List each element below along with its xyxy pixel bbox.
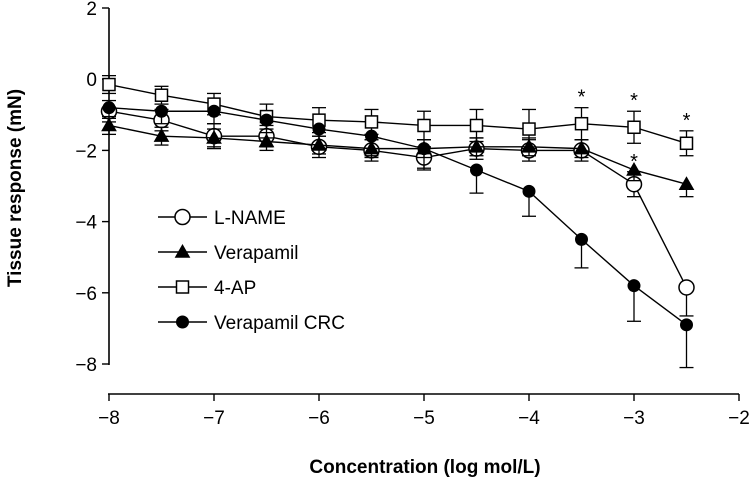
x-tick-label: −8 [98, 408, 120, 429]
plot-area: * * * * [100, 74, 695, 369]
x-axis-title: Concentration (log mol/L) [309, 457, 540, 477]
data-point [365, 129, 378, 143]
series-line [108, 124, 687, 185]
series-line [108, 83, 687, 144]
significance-star: * [578, 87, 586, 109]
series-verapamil-crc [102, 101, 694, 369]
data-point [206, 129, 222, 144]
data-point [417, 118, 431, 133]
legend-label: Verapamil CRC [214, 313, 345, 334]
data-point [468, 138, 485, 153]
data-point [573, 140, 590, 155]
significance-star: * [683, 110, 691, 132]
x-tick-label: −2 [728, 408, 750, 429]
data-point [153, 128, 170, 142]
series-l-name: * [100, 99, 695, 317]
y-tick-label: −6 [75, 284, 97, 305]
y-tick-label: 0 [86, 70, 97, 91]
series-line [108, 110, 688, 288]
data-point [678, 176, 695, 190]
legend-marker [176, 315, 189, 329]
x-tick-label: −5 [413, 408, 435, 429]
legend-marker [174, 243, 191, 258]
legend-entry: L-NAME [158, 208, 286, 229]
legend-label: 4-AP [214, 278, 256, 299]
y-axis-title: Tissue response (mN) [5, 89, 26, 287]
y-tick-label: 2 [86, 0, 97, 20]
data-point [101, 117, 117, 132]
legend-label: L-NAME [214, 208, 286, 229]
legend-marker [174, 208, 191, 226]
legend: L-NAME Verapamil 4-AP Verapamil CRC [158, 208, 345, 334]
data-point [417, 142, 431, 156]
data-point [312, 122, 326, 136]
series-line [108, 106, 687, 326]
data-point [678, 279, 695, 296]
legend-entry: Verapamil CRC [158, 313, 345, 334]
data-point [207, 104, 221, 118]
y-tick-label: −8 [75, 355, 97, 376]
legend-marker [175, 280, 190, 294]
data-point [575, 232, 588, 246]
data-point [679, 136, 694, 151]
data-point [155, 104, 168, 118]
data-point [154, 88, 169, 102]
data-point [522, 184, 536, 198]
data-point [627, 279, 641, 293]
legend-entry: Verapamil [158, 243, 299, 264]
data-point [470, 163, 483, 177]
data-point [627, 120, 641, 135]
data-point [260, 113, 273, 127]
x-tick-label: −4 [518, 408, 540, 429]
x-tick-label: −6 [308, 408, 330, 429]
data-point [469, 118, 484, 133]
significance-star: * [630, 151, 638, 173]
data-point [626, 161, 642, 176]
data-point [102, 101, 116, 115]
axes: −8 −6 −4 −2 0 2 −8 −7 −6 −5 −4 −3 −2 [75, 0, 750, 429]
x-tick-label: −3 [623, 408, 645, 429]
data-point [364, 115, 379, 129]
significance-star: * [630, 90, 638, 112]
legend-entry: 4-AP [158, 278, 256, 299]
series-4-ap: * * * [102, 74, 694, 157]
data-point [522, 122, 536, 136]
data-point [258, 133, 275, 148]
data-point [102, 77, 116, 92]
data-point [680, 318, 693, 332]
y-tick-label: −2 [75, 141, 97, 162]
x-tick-label: −7 [203, 408, 225, 429]
data-point [574, 116, 589, 131]
legend-label: Verapamil [214, 243, 299, 264]
y-tick-label: −4 [75, 213, 97, 234]
